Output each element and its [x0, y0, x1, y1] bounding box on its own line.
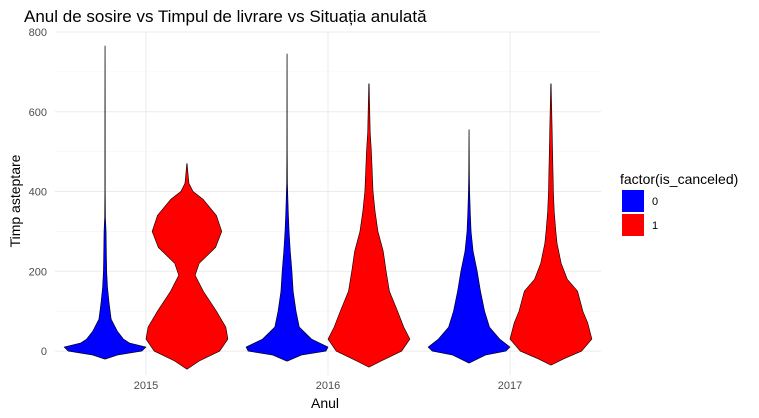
x-tick-label: 2015: [134, 380, 158, 392]
x-tick-label: 2016: [316, 380, 340, 392]
gridlines: [55, 31, 601, 375]
violin-1-2015: [145, 163, 229, 370]
violins-layer: [63, 45, 593, 370]
y-tick-label: 0: [41, 346, 47, 358]
y-tick-label: 400: [29, 187, 47, 199]
y-tick-label: 600: [29, 107, 47, 119]
violin-1-2017: [509, 83, 593, 366]
y-axis-ticks: 0 200 400 600 800: [29, 27, 47, 358]
violin-0-2017: [427, 129, 511, 364]
legend-label-1: 1: [652, 220, 658, 232]
y-tick-label: 200: [29, 266, 47, 278]
chart-title: Anul de sosire vs Timpul de livrare vs S…: [24, 7, 427, 26]
legend-title: factor(is_canceled): [620, 171, 738, 187]
violin-1-2016: [327, 83, 411, 368]
legend: factor(is_canceled) 0 1: [620, 171, 738, 236]
legend-swatch-1: [622, 214, 644, 236]
violin-0-2016: [245, 53, 329, 362]
y-tick-label: 800: [29, 27, 47, 39]
legend-label-0: 0: [652, 196, 658, 208]
violin-0-2015: [63, 45, 147, 360]
x-tick-label: 2017: [498, 380, 522, 392]
y-axis-title: Timp asteptare: [7, 154, 23, 247]
x-axis-title: Anul: [311, 395, 339, 411]
legend-swatch-0: [622, 190, 644, 212]
x-axis-ticks: 2015 2016 2017: [134, 380, 522, 392]
